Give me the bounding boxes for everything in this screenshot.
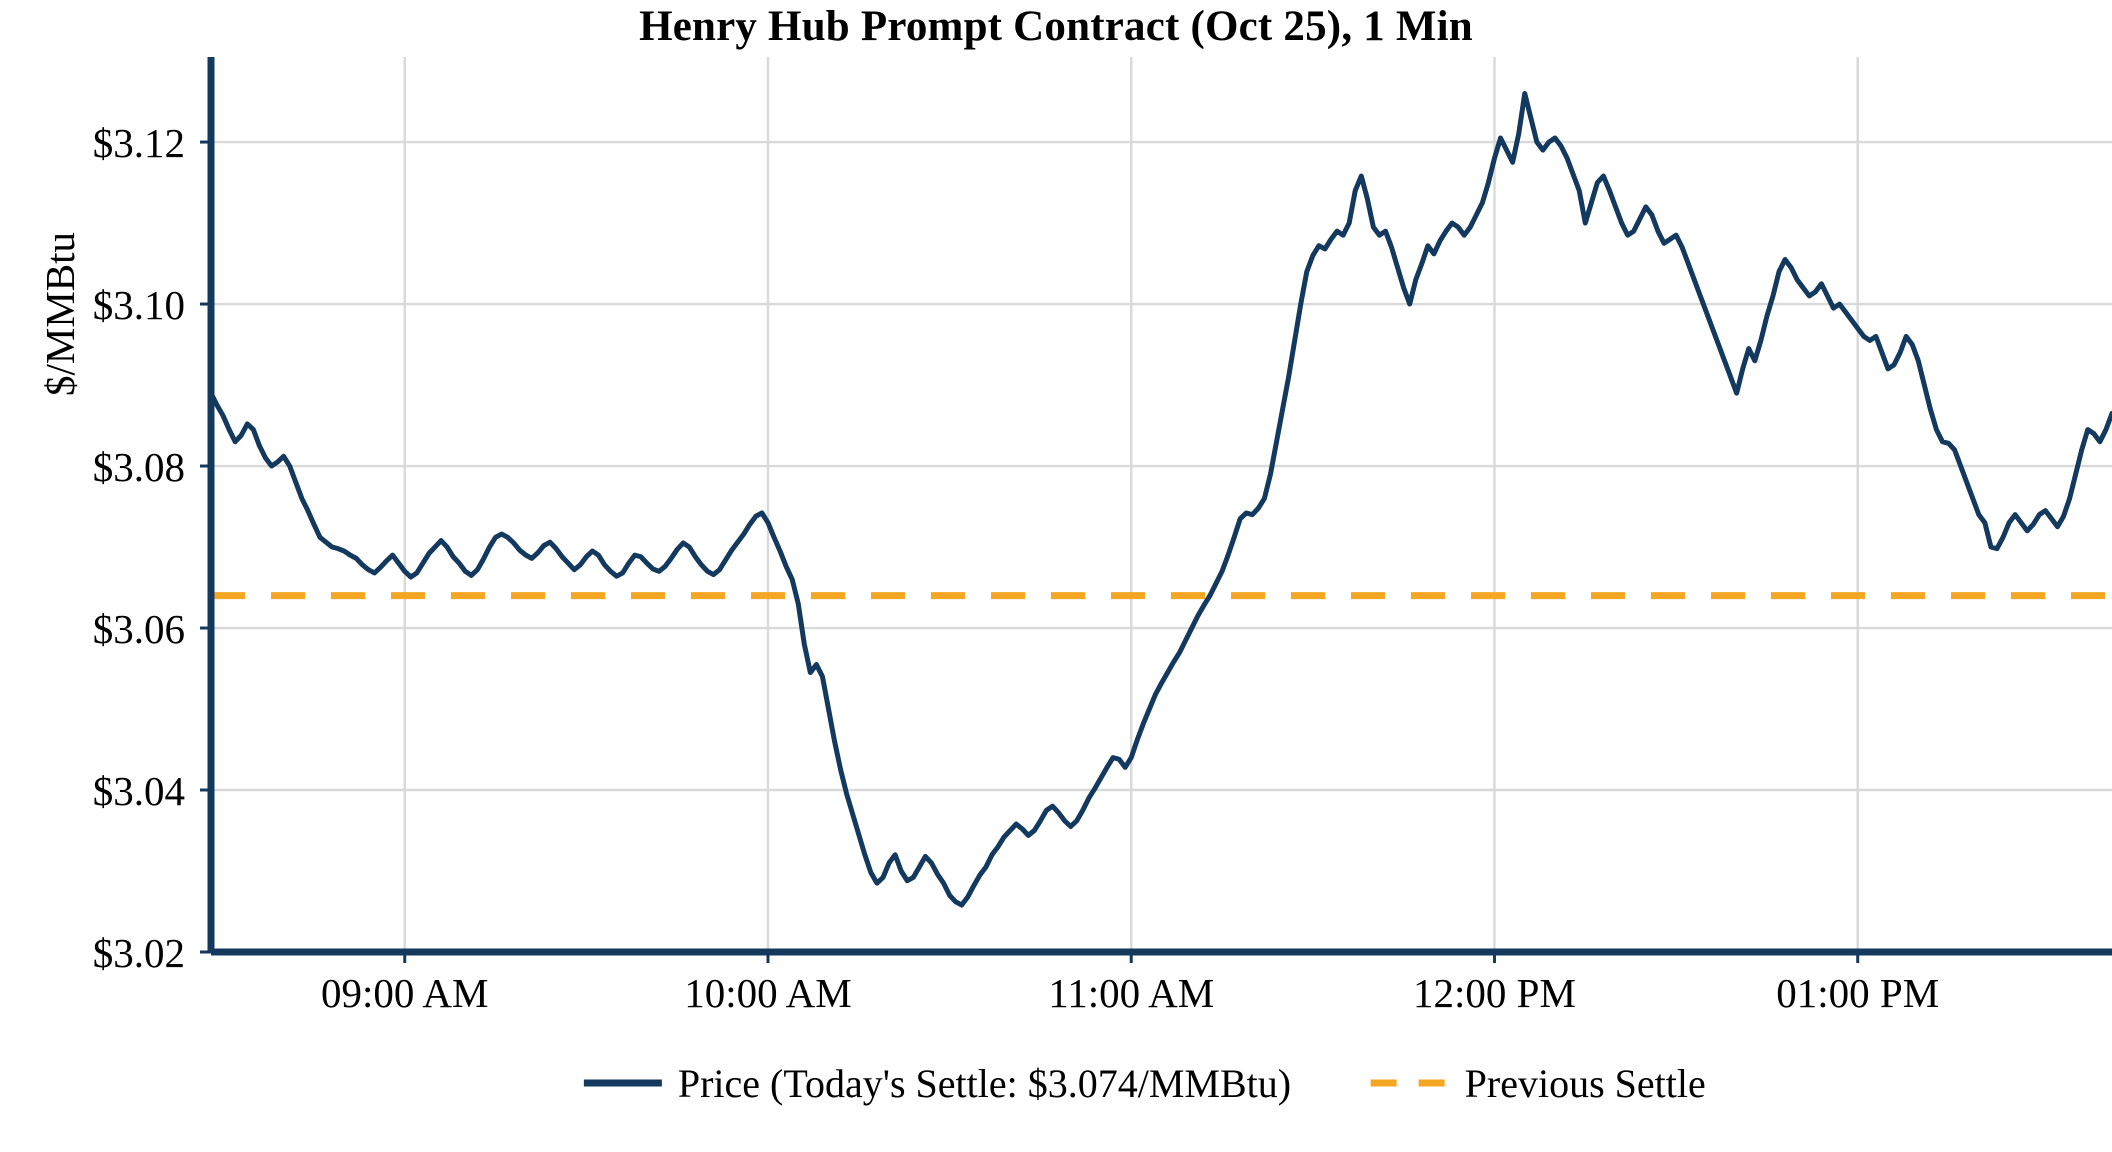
x-tick-label: 01:00 PM — [1776, 970, 1939, 1016]
chart-legend: Price (Today's Settle: $3.074/MMBtu) Prev… — [583, 1061, 1706, 1106]
y-tick-label: $3.06 — [93, 606, 185, 652]
y-tick-label: $3.10 — [93, 282, 185, 328]
price-line — [208, 90, 2112, 908]
y-tick-label: $3.12 — [93, 120, 185, 166]
y-tick-label: $3.02 — [93, 930, 185, 976]
chart-title: Henry Hub Prompt Contract (Oct 25), 1 Mi… — [639, 3, 1473, 50]
x-tick-labels-group: 09:00 AM 10:00 AM 11:00 AM 12:00 PM 01:00 PM — [321, 970, 1939, 1016]
x-tick-label: 09:00 AM — [321, 970, 488, 1016]
y-tick-label: $3.04 — [93, 768, 185, 814]
x-tick-label: 12:00 PM — [1413, 970, 1576, 1016]
x-tick-label: 11:00 AM — [1048, 970, 1214, 1016]
gridlines-group — [211, 57, 2112, 954]
legend-label-price: Price (Today's Settle: $3.074/MMBtu) — [678, 1061, 1291, 1106]
y-tick-label: $3.08 — [93, 444, 185, 490]
y-tick-labels-group: $3.12 $3.10 $3.08 $3.06 $3.04 $3.02 — [93, 120, 185, 976]
x-tick-label: 10:00 AM — [684, 970, 851, 1016]
legend-label-previous-settle: Previous Settle — [1465, 1061, 1706, 1106]
